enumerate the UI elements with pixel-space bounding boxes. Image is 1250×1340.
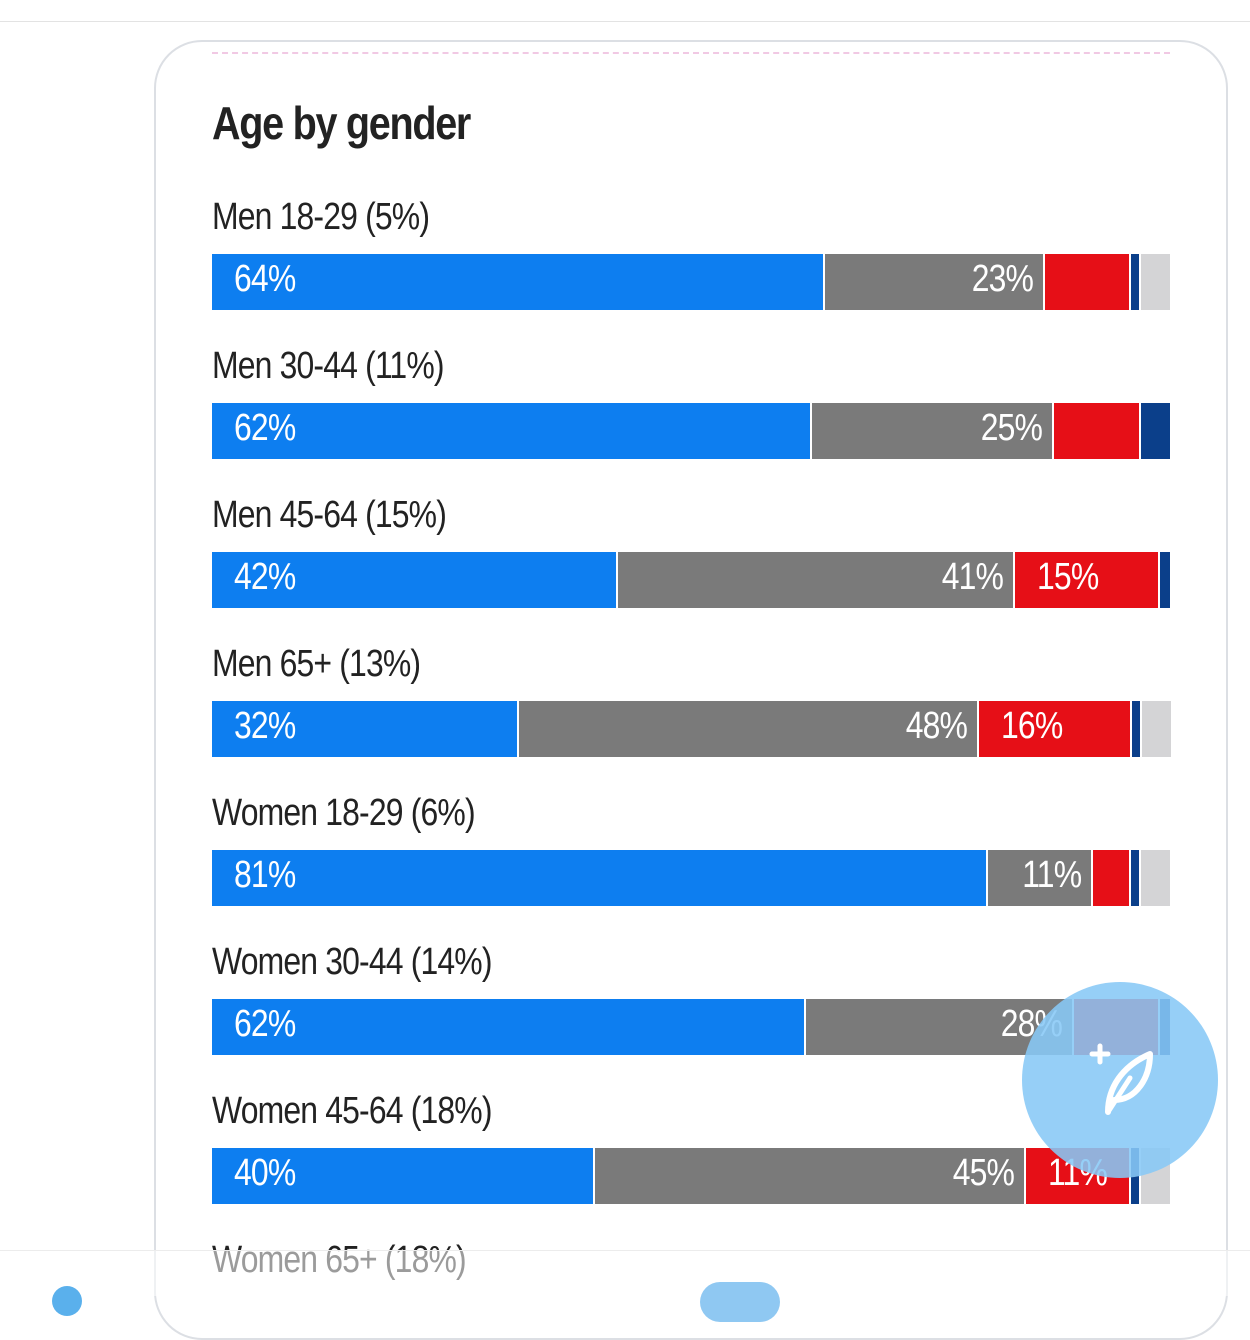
bar-segment-ind bbox=[1132, 701, 1140, 757]
stacked-bar: 81% 11% bbox=[212, 850, 1170, 906]
row-label: Women 45-64 (18%) bbox=[212, 1090, 492, 1132]
bar-segment-none bbox=[1141, 850, 1170, 906]
data-label: 23% bbox=[971, 258, 1034, 300]
bar-segment-other: 11% bbox=[988, 850, 1091, 906]
data-label: 11% bbox=[1021, 854, 1082, 896]
row-label: Men 30-44 (11%) bbox=[212, 345, 444, 387]
feather-plus-icon bbox=[1089, 1043, 1153, 1115]
data-label: 41% bbox=[941, 556, 1004, 598]
data-label: 45% bbox=[952, 1152, 1015, 1194]
bar-segment-rep bbox=[1045, 254, 1129, 310]
bar-segment-other: 25% bbox=[812, 403, 1052, 459]
stacked-bar: 64% 23% bbox=[212, 254, 1170, 310]
data-label: 32% bbox=[234, 705, 296, 747]
bar-segment-ind bbox=[1131, 254, 1139, 310]
stacked-bar: 42% 41% 15% bbox=[212, 552, 1170, 608]
bar-segment-none bbox=[1141, 254, 1170, 310]
stacked-bar: 62% 28% bbox=[212, 999, 1170, 1055]
bar-segment-other: 41% bbox=[618, 552, 1013, 608]
row-label: Men 18-29 (5%) bbox=[212, 196, 430, 238]
bar-segment-rep: 16% bbox=[979, 701, 1130, 757]
data-label: 16% bbox=[1001, 705, 1063, 747]
data-label: 15% bbox=[1037, 556, 1099, 598]
bar-segment-dem: 62% bbox=[212, 999, 804, 1055]
bottom-nav-icon[interactable] bbox=[700, 1282, 780, 1322]
top-divider bbox=[0, 21, 1250, 22]
bar-segment-rep bbox=[1093, 850, 1129, 906]
row-label: Men 65+ (13%) bbox=[212, 643, 421, 685]
stacked-bar: 32% 48% 16% bbox=[212, 701, 1171, 757]
row-label: Women 30-44 (14%) bbox=[212, 941, 492, 983]
data-label: 25% bbox=[980, 407, 1043, 449]
data-label: 64% bbox=[234, 258, 296, 300]
row-label: Women 18-29 (6%) bbox=[212, 792, 476, 834]
bar-segment-dem: 81% bbox=[212, 850, 986, 906]
bar-segment-other: 48% bbox=[519, 701, 977, 757]
data-label: 62% bbox=[234, 407, 296, 449]
bar-segment-other: 23% bbox=[825, 254, 1043, 310]
bar-segment-ind bbox=[1160, 552, 1170, 608]
bar-segment-ind bbox=[1131, 850, 1139, 906]
bar-segment-none bbox=[1142, 701, 1171, 757]
bar-segment-dem: 32% bbox=[212, 701, 517, 757]
bottom-nav-icon[interactable] bbox=[52, 1286, 82, 1316]
row-label: Men 45-64 (15%) bbox=[212, 494, 447, 536]
bottom-nav-bar bbox=[0, 1250, 1250, 1296]
data-label: 62% bbox=[234, 1003, 296, 1045]
bar-segment-dem: 64% bbox=[212, 254, 823, 310]
bar-segment-rep bbox=[1054, 403, 1139, 459]
data-label: 81% bbox=[234, 854, 296, 896]
data-label: 42% bbox=[234, 556, 296, 598]
bar-segment-dem: 62% bbox=[212, 403, 810, 459]
data-label: 48% bbox=[905, 705, 968, 747]
data-label: 40% bbox=[234, 1152, 296, 1194]
bar-segment-rep: 15% bbox=[1015, 552, 1158, 608]
card-dashed-divider bbox=[212, 52, 1170, 54]
compose-button[interactable] bbox=[1022, 982, 1218, 1178]
bar-segment-dem: 42% bbox=[212, 552, 616, 608]
bar-segment-dem: 40% bbox=[212, 1148, 593, 1204]
chart-title: Age by gender bbox=[212, 97, 471, 149]
stacked-bar: 40% 45% 11% bbox=[212, 1148, 1170, 1204]
bar-segment-ind bbox=[1141, 403, 1170, 459]
bar-segment-other: 45% bbox=[595, 1148, 1024, 1204]
stacked-bar: 62% 25% bbox=[212, 403, 1170, 459]
